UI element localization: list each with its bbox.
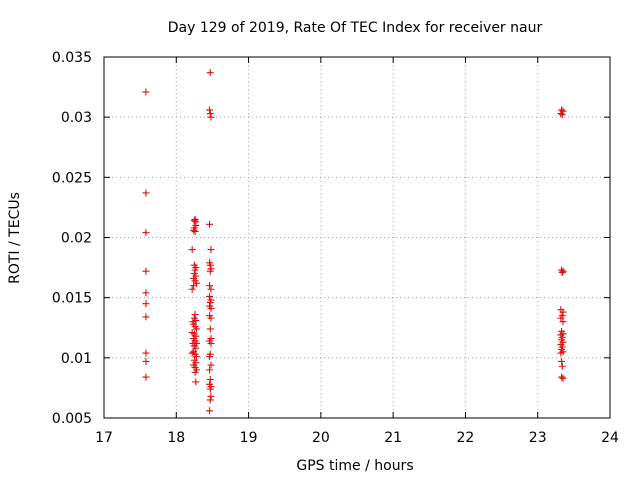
data-point [188,246,196,254]
data-point [206,375,214,383]
data-point [142,300,150,308]
data-point [192,378,200,386]
data-point [142,357,150,365]
y-tick-label: 0.01 [61,351,92,367]
data-point [193,353,201,361]
x-tick-label: 19 [240,430,258,446]
x-tick-labels: 17 18 19 20 21 22 23 24 [95,430,619,446]
data-point [559,374,567,382]
data-point [557,110,565,118]
data-point [558,362,566,370]
chart-title: Day 129 of 2019, Rate Of TEC Index for r… [168,20,543,36]
x-tick-label: 17 [95,430,113,446]
data-point [206,261,214,269]
data-point [190,226,198,234]
data-point [558,373,566,381]
data-point [559,318,567,326]
y-tick-label: 0.005 [52,411,92,427]
y-tick-label: 0.035 [52,50,92,66]
data-point [206,106,214,114]
data-point [192,344,200,352]
data-point [142,349,150,357]
y-tick-label: 0.015 [52,291,92,307]
data-point [191,266,199,274]
data-point [191,368,199,376]
data-point [142,289,150,297]
data-point [206,69,214,77]
data-point [206,396,214,404]
data-point [207,361,215,369]
data-point [142,373,150,381]
data-point [191,227,199,235]
data-point [557,349,565,357]
data-point [188,349,196,357]
data-point [190,217,198,225]
y-tick-labels: 0.005 0.01 0.015 0.02 0.025 0.03 0.035 [52,50,92,427]
data-point [193,325,201,333]
data-point [206,366,214,374]
plot-frame [103,56,611,419]
data-point [206,220,214,228]
x-tick-label: 22 [457,430,475,446]
data-point [142,313,150,321]
x-axis-label: GPS time / hours [296,458,413,474]
data-point [190,282,198,290]
data-point [188,285,196,293]
x-tick-label: 21 [384,430,402,446]
data-point [207,113,215,121]
data-point [207,392,215,400]
data-point [559,308,567,316]
data-point [207,314,215,322]
data-point [142,88,150,96]
data-point [142,267,150,275]
data-point [207,285,215,293]
data-point [206,110,214,118]
data-point [192,317,200,325]
data-point [207,339,215,347]
y-tick-label: 0.03 [61,110,92,126]
data-point [207,246,215,254]
data-point [206,325,214,333]
data-point [206,385,214,393]
data-point [558,268,566,276]
data-point [192,221,200,229]
grid [104,57,610,418]
data-point [142,229,150,237]
data-point [206,407,214,415]
data-point [207,304,215,312]
x-tick-label: 24 [601,430,619,446]
data-point [557,314,565,322]
data-point [142,189,150,197]
data-point [206,292,214,300]
y-tick-label: 0.025 [52,170,92,186]
data-point [558,106,566,114]
data-point [206,298,214,306]
x-tick-label: 23 [529,430,547,446]
data-point [206,353,214,361]
data-point [558,357,566,365]
data-point [558,111,566,119]
data-point [206,282,214,290]
data-point [559,267,567,275]
x-tick-label: 18 [167,430,185,446]
y-axis-label: ROTI / TECUs [7,192,23,284]
x-tick-label: 20 [312,430,330,446]
y-tick-label: 0.02 [61,231,92,247]
data-points [142,69,567,415]
data-point [206,267,214,275]
data-point [191,311,199,319]
